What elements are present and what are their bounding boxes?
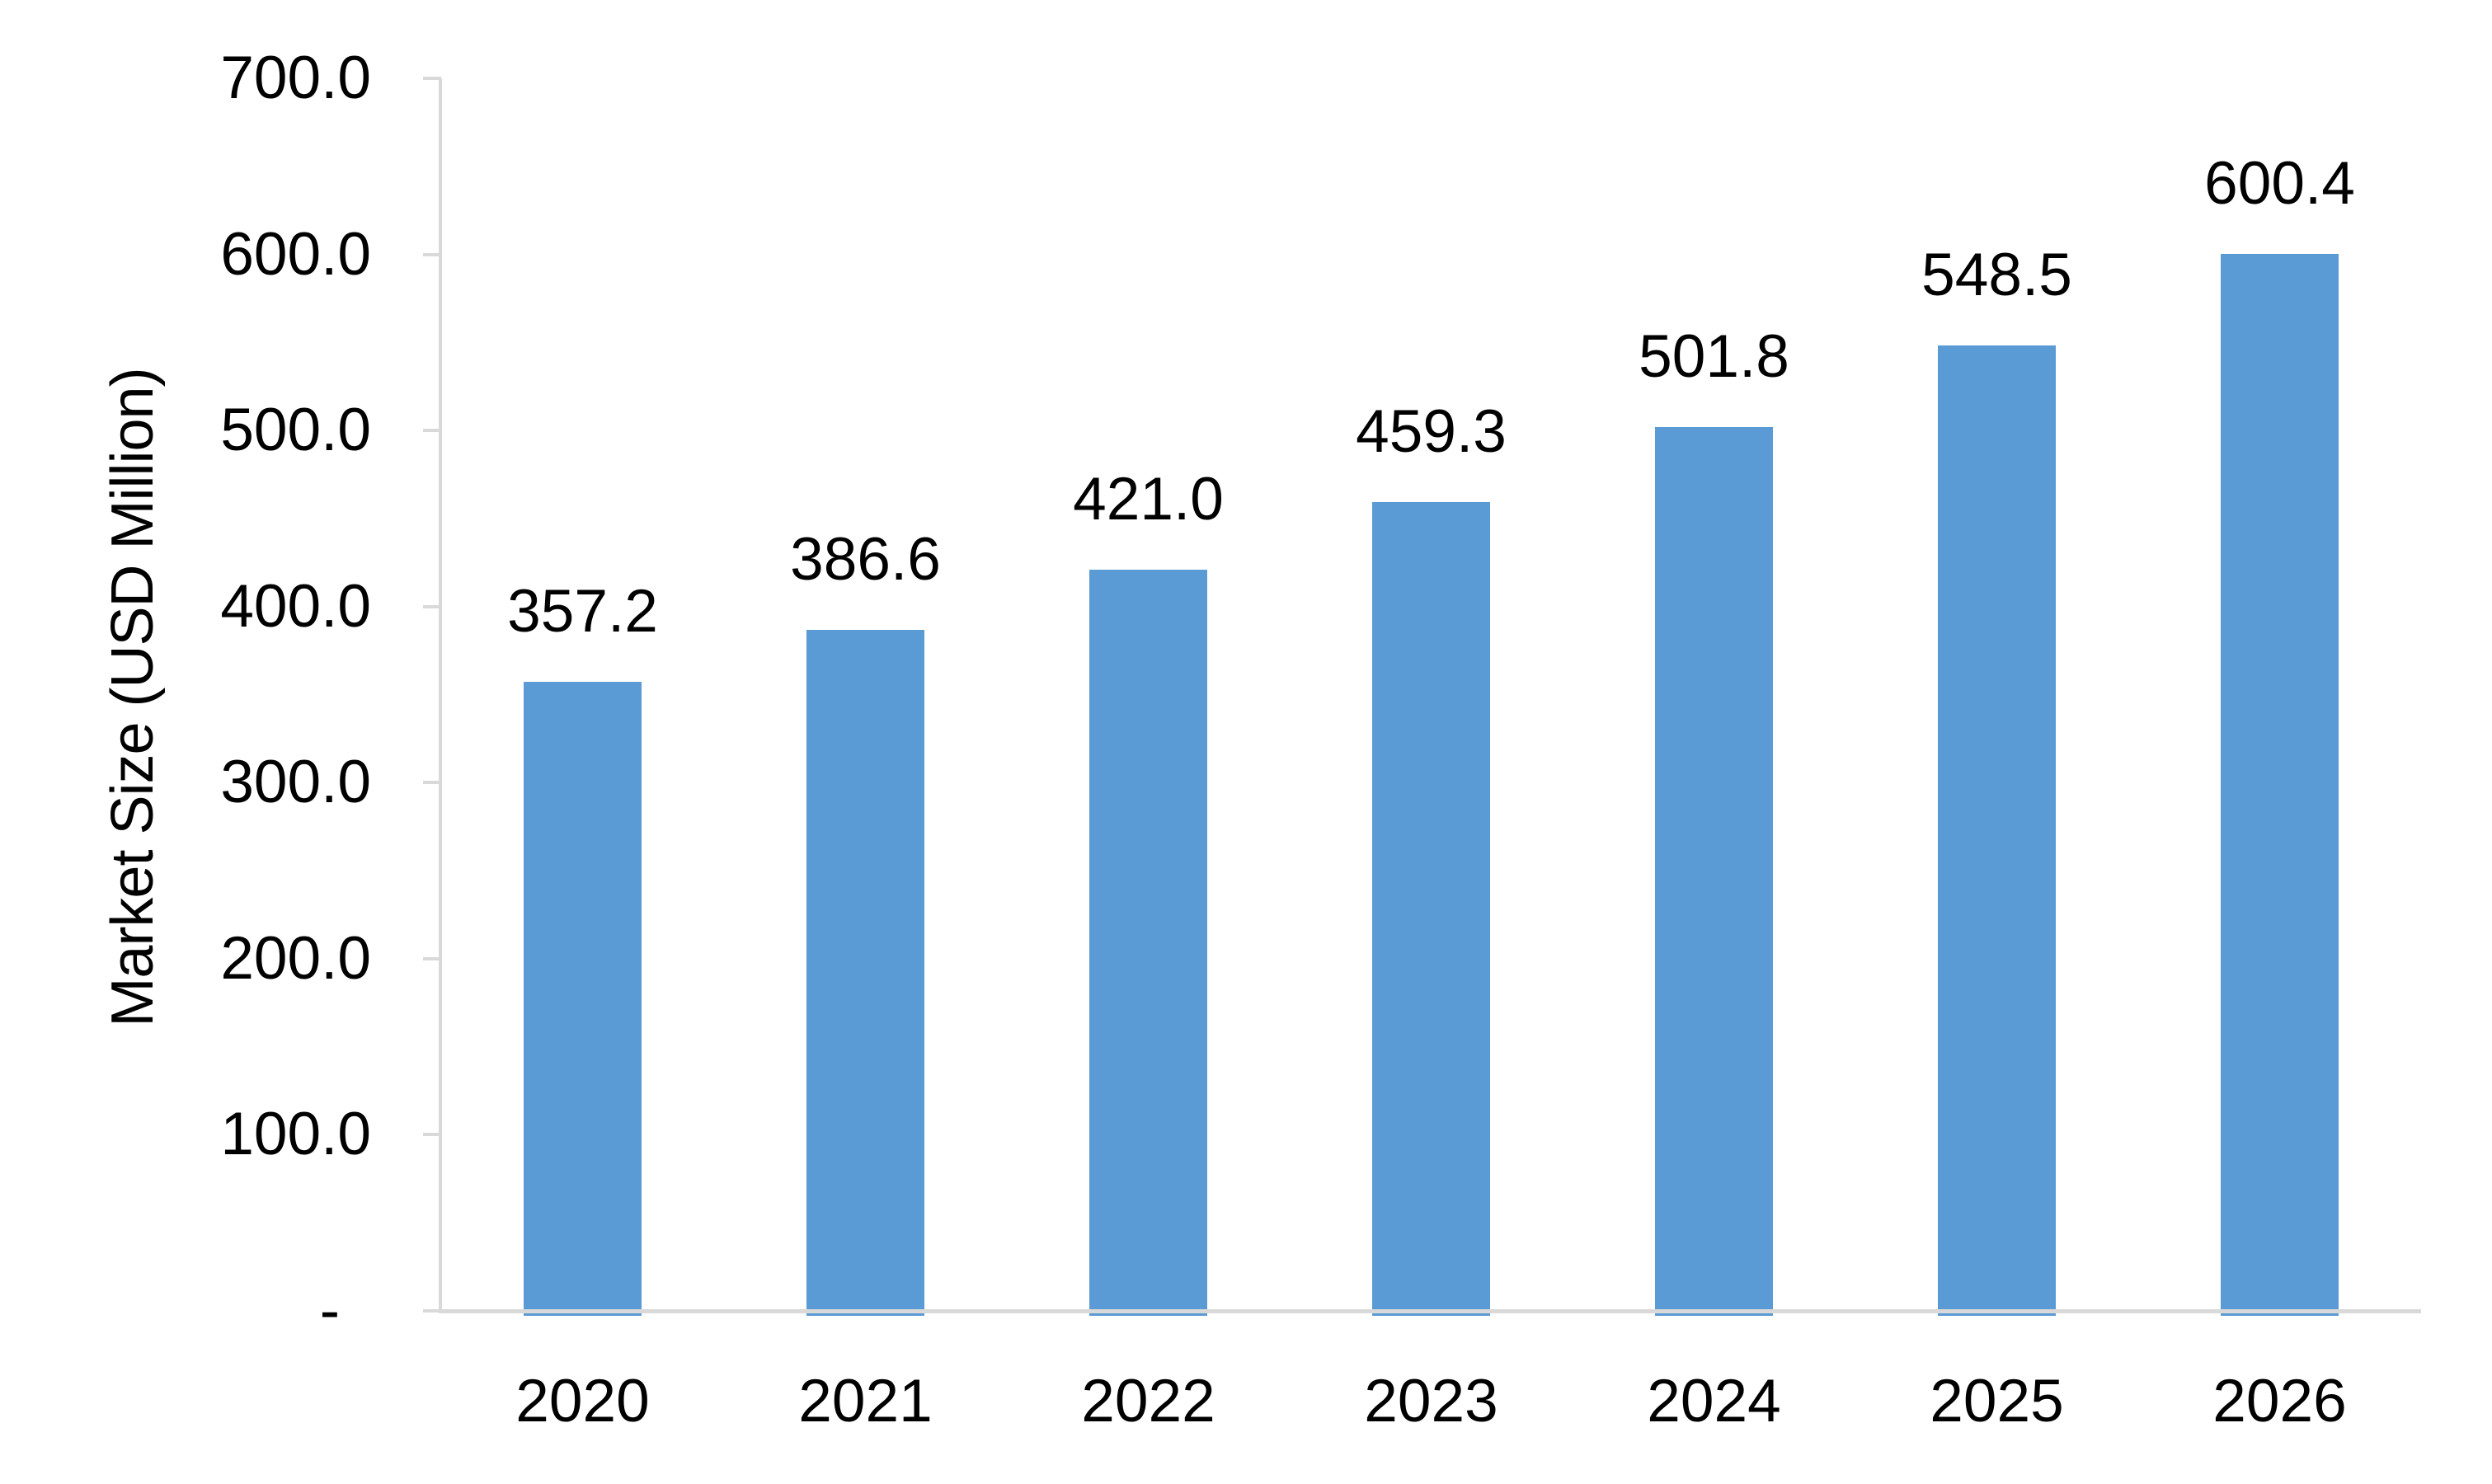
bar-2020 xyxy=(524,682,642,1316)
bar-2024 xyxy=(1655,427,1773,1316)
x-tick-label: 2021 xyxy=(798,1368,933,1435)
bar-value-label: 386.6 xyxy=(790,526,941,594)
y-tick-label: 700.0 xyxy=(220,45,371,111)
y-tick-label: 100.0 xyxy=(220,1101,371,1168)
x-tick-label: 2022 xyxy=(1081,1368,1215,1435)
y-tick-label: 300.0 xyxy=(220,749,371,816)
y-tick-mark xyxy=(423,1309,441,1313)
y-tick-mark xyxy=(423,429,441,433)
x-axis-line xyxy=(441,1309,2421,1313)
bar-2022 xyxy=(1089,569,1207,1316)
y-tick-label: 200.0 xyxy=(220,924,371,992)
y-tick-mark xyxy=(423,1133,441,1137)
bar-value-label: 600.4 xyxy=(2204,149,2355,217)
x-tick-label: 2026 xyxy=(2212,1368,2347,1435)
x-tick-label: 2025 xyxy=(1930,1368,2064,1435)
bar-2021 xyxy=(806,630,924,1316)
bar-2026 xyxy=(2221,253,2339,1316)
x-tick-label: 2024 xyxy=(1647,1368,1781,1435)
bar-value-label: 421.0 xyxy=(1073,465,1224,533)
x-tick-label: 2023 xyxy=(1364,1368,1498,1435)
y-tick-mark xyxy=(423,604,441,608)
y-tick-mark xyxy=(423,77,441,80)
bar-value-label: 501.8 xyxy=(1639,323,1789,391)
bar-2023 xyxy=(1372,502,1490,1316)
bar-value-label: 548.5 xyxy=(1921,241,2072,308)
y-tick-mark xyxy=(423,252,441,256)
bar-value-label: 357.2 xyxy=(507,578,658,646)
bar-value-label: 459.3 xyxy=(1356,398,1507,466)
x-tick-label: 2020 xyxy=(515,1368,650,1435)
bar-2025 xyxy=(1938,345,2056,1316)
y-tick-mark xyxy=(423,781,441,785)
y-tick-label: - xyxy=(319,1277,340,1344)
y-tick-label: 400.0 xyxy=(220,572,371,640)
y-axis-line xyxy=(439,78,442,1313)
y-tick-label: 600.0 xyxy=(220,220,371,288)
y-tick-label: 500.0 xyxy=(220,397,371,464)
y-tick-mark xyxy=(423,956,441,960)
